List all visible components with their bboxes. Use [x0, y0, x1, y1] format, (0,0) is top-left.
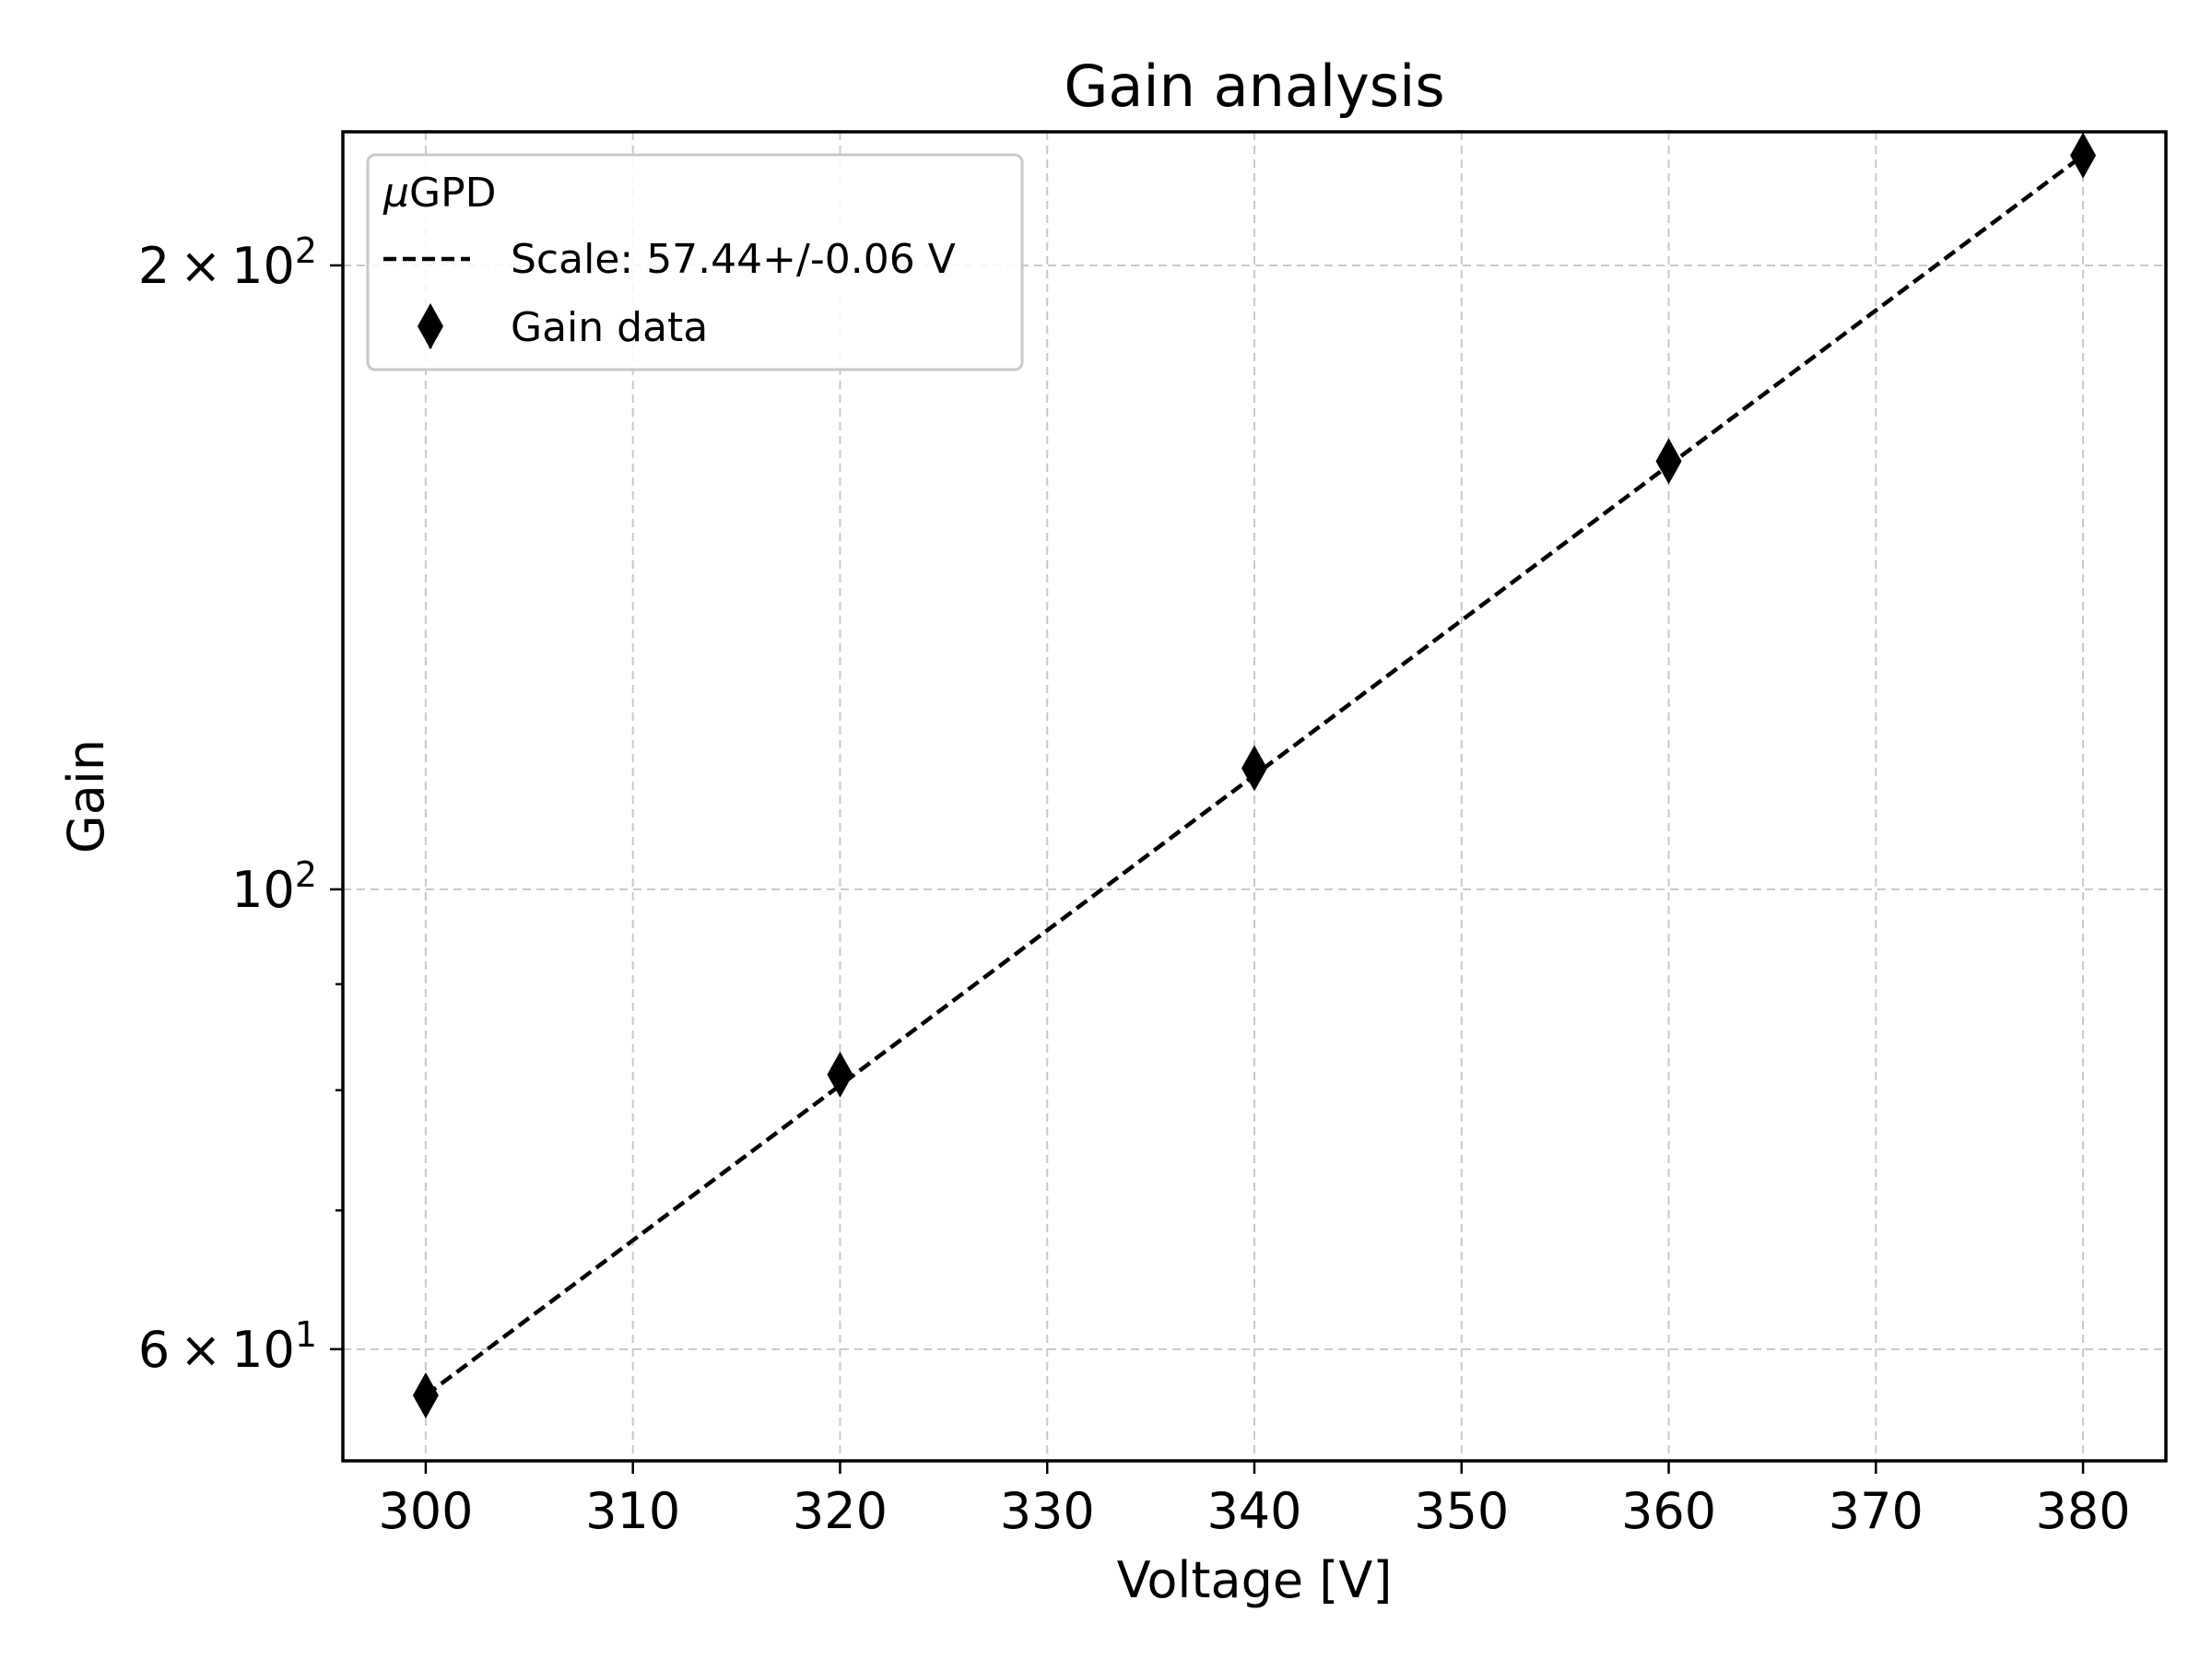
y-tick-label: 6 × 101 [138, 1314, 317, 1379]
y-axis-label: Gain [57, 739, 115, 853]
x-tick-label: 300 [378, 1482, 473, 1540]
x-tick-label: 330 [1000, 1482, 1095, 1540]
x-tick-label: 350 [1414, 1482, 1509, 1540]
legend-box [366, 153, 1024, 371]
x-axis-ticks: 300 310 320 330 340 350 360 370 380 [378, 1461, 2131, 1540]
x-tick-label: 320 [793, 1482, 888, 1540]
legend-entry-fit: Scale: 57.44+/-0.06 V [511, 236, 956, 283]
x-tick-label: 370 [1829, 1482, 1924, 1540]
x-tick-label: 380 [2036, 1482, 2131, 1540]
legend-entry-data: Gain data [511, 304, 708, 351]
chart-title: Gain analysis [1064, 53, 1444, 120]
x-tick-label: 310 [585, 1482, 680, 1540]
x-tick-label: 360 [1621, 1482, 1716, 1540]
legend-title-text: GPD [409, 170, 497, 217]
data-point [412, 1371, 439, 1418]
y-axis-ticks: 2 × 102 102 6 × 101 [138, 230, 343, 1379]
legend-title-prefix: μ [382, 170, 409, 217]
y-tick-label: 2 × 102 [138, 230, 317, 295]
data-point [1655, 438, 1682, 485]
legend: μGPD Scale: 57.44+/-0.06 V Gain data [366, 153, 1024, 371]
y-tick-label: 102 [231, 854, 317, 919]
data-layer [412, 132, 2097, 1418]
data-point [2070, 132, 2097, 179]
data-point [827, 1051, 853, 1098]
legend-title: μGPD [382, 170, 497, 217]
x-axis-label: Voltage [V] [1117, 1551, 1393, 1609]
data-point [1241, 745, 1267, 792]
x-tick-label: 340 [1206, 1482, 1301, 1540]
